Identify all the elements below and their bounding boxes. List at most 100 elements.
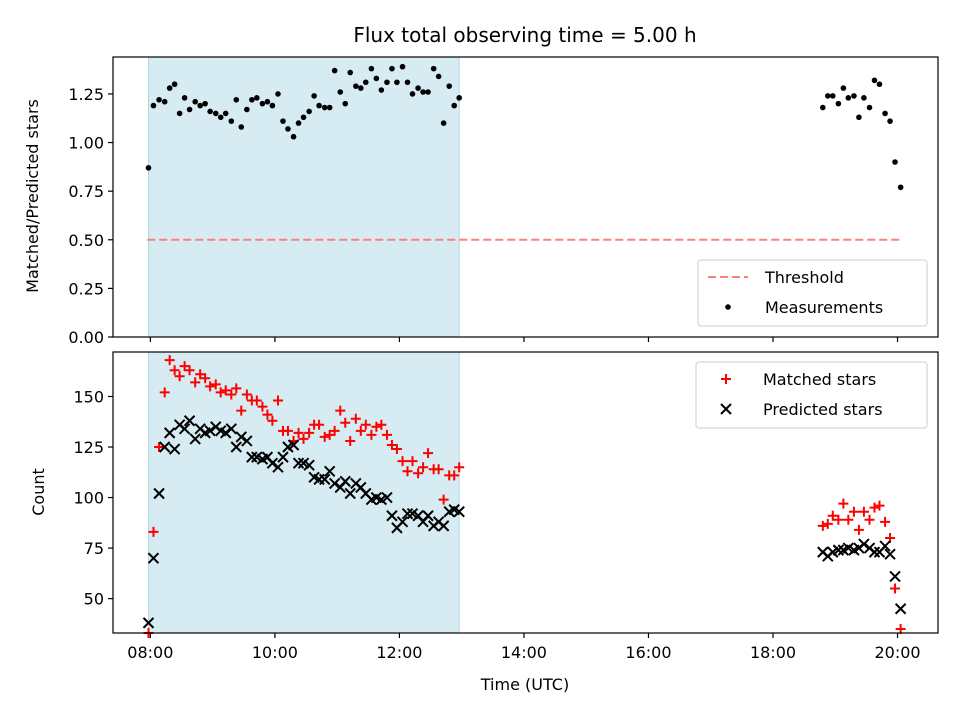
measurement-point xyxy=(186,106,193,113)
predicted-stars-point xyxy=(225,423,238,435)
matched-stars-point xyxy=(355,425,366,436)
measurement-point xyxy=(275,91,281,97)
matched-stars-point xyxy=(827,510,838,521)
predicted-stars-point xyxy=(453,505,465,518)
predicted-stars-point xyxy=(832,544,845,556)
matched-stars-point xyxy=(874,500,885,511)
bottom-shaded-span xyxy=(148,352,460,633)
bottom-axes-frame xyxy=(112,351,939,634)
predicted-stars-point xyxy=(158,441,171,453)
predicted-stars-point xyxy=(858,538,870,550)
measurement-point xyxy=(228,118,235,124)
predicted-stars-point xyxy=(318,473,331,486)
predicted-stars-point xyxy=(183,415,196,427)
top-y-tick-label: 0.75 xyxy=(68,182,104,201)
x-tick-label: 08:00 xyxy=(127,643,173,662)
top-y-axis-label: Matched/Predicted stars xyxy=(23,99,42,293)
measurement-point xyxy=(851,93,857,99)
measurement-point xyxy=(285,126,291,132)
matched-stars-point xyxy=(282,425,293,436)
matched-stars-point xyxy=(267,415,278,426)
top-axes-frame xyxy=(112,56,939,338)
matched-stars-point xyxy=(293,427,304,438)
predicted-stars-point xyxy=(339,475,351,488)
measurement-point xyxy=(222,110,229,117)
x-tick-label: 14:00 xyxy=(501,643,547,662)
matched-stars-point xyxy=(817,520,828,531)
matched-stars-point xyxy=(895,623,906,634)
measurement-point xyxy=(280,118,286,124)
top-y-tick-label: 1.25 xyxy=(68,85,104,104)
measurement-point xyxy=(435,73,442,80)
predicted-stars-point xyxy=(246,451,258,463)
top-panel: 0.00 0.25 0.50 0.75 1.00 1.25 Threshold Measure… xyxy=(68,56,939,347)
measurement-point xyxy=(145,165,152,171)
matched-stars-point xyxy=(262,409,273,420)
predicted-stars-point xyxy=(344,487,356,500)
matched-stars-point xyxy=(215,387,226,398)
predicted-stars-point xyxy=(142,617,155,629)
measurement-point xyxy=(233,96,240,103)
measurement-point xyxy=(861,95,867,101)
matched-stars-point xyxy=(433,464,444,475)
measurement-point xyxy=(404,79,411,86)
measurement-point xyxy=(316,102,322,109)
measurement-point xyxy=(440,120,447,126)
matched-stars-point xyxy=(848,506,859,517)
predicted-stars-point xyxy=(266,457,279,469)
matched-stars-point xyxy=(402,466,413,477)
predicted-stars-point xyxy=(189,433,201,445)
series-measurements xyxy=(145,63,904,191)
measurement-point xyxy=(290,133,297,140)
matched-stars-point xyxy=(241,389,252,400)
predicted-stars-point xyxy=(235,431,247,443)
predicted-stars-point xyxy=(241,435,253,447)
measurement-point xyxy=(156,96,162,103)
measurement-point xyxy=(840,85,847,91)
measurement-point xyxy=(824,93,831,99)
series-predicted-stars xyxy=(142,415,907,629)
matched-stars-point xyxy=(273,395,283,406)
matched-stars-point xyxy=(869,502,880,513)
measurement-point xyxy=(897,184,904,191)
matched-stars-point xyxy=(314,419,325,430)
matched-stars-point xyxy=(360,419,371,430)
bottom-y-tick-label: 150 xyxy=(73,387,104,406)
measurement-point xyxy=(202,100,208,107)
series-matched-stars xyxy=(143,355,906,638)
matched-stars-point xyxy=(154,442,165,453)
measurement-point xyxy=(269,102,276,109)
matched-stars-point xyxy=(833,514,844,525)
measurement-point xyxy=(337,89,344,95)
measurement-point xyxy=(254,95,260,101)
measurement-point xyxy=(192,98,198,105)
measurement-point xyxy=(166,85,173,91)
measurement-point xyxy=(342,100,349,107)
measurement-point xyxy=(244,106,250,113)
measurement-point xyxy=(456,95,462,101)
matched-stars-point xyxy=(251,395,262,406)
predicted-stars-point xyxy=(386,510,398,522)
measurement-point xyxy=(176,110,183,117)
matched-stars-point xyxy=(257,401,268,412)
matched-stars-point xyxy=(853,524,864,535)
matched-stars-point xyxy=(329,425,340,436)
matched-stars-point xyxy=(340,417,351,428)
bottom-panel: 08:00 10:00 12:00 14:00 16:00 18:00 20:00 50 75 1… xyxy=(73,351,939,662)
bottom-y-tick-label: 125 xyxy=(73,438,104,457)
x-tick-label: 12:00 xyxy=(376,643,422,662)
predicted-stars-point xyxy=(422,510,434,522)
matched-stars-point xyxy=(838,498,849,509)
measurement-point xyxy=(399,63,406,70)
matched-stars-point xyxy=(864,514,875,525)
predicted-stars-point xyxy=(437,520,450,532)
legend-label: Threshold xyxy=(764,268,844,287)
predicted-stars-point xyxy=(153,487,165,500)
matched-stars-point xyxy=(890,583,901,594)
measurement-point xyxy=(238,124,245,130)
matched-stars-point xyxy=(449,470,460,481)
matched-stars-point xyxy=(454,462,465,473)
measurement-point xyxy=(353,83,359,89)
bottom-legend: Matched stars Predicted stars xyxy=(695,361,928,429)
